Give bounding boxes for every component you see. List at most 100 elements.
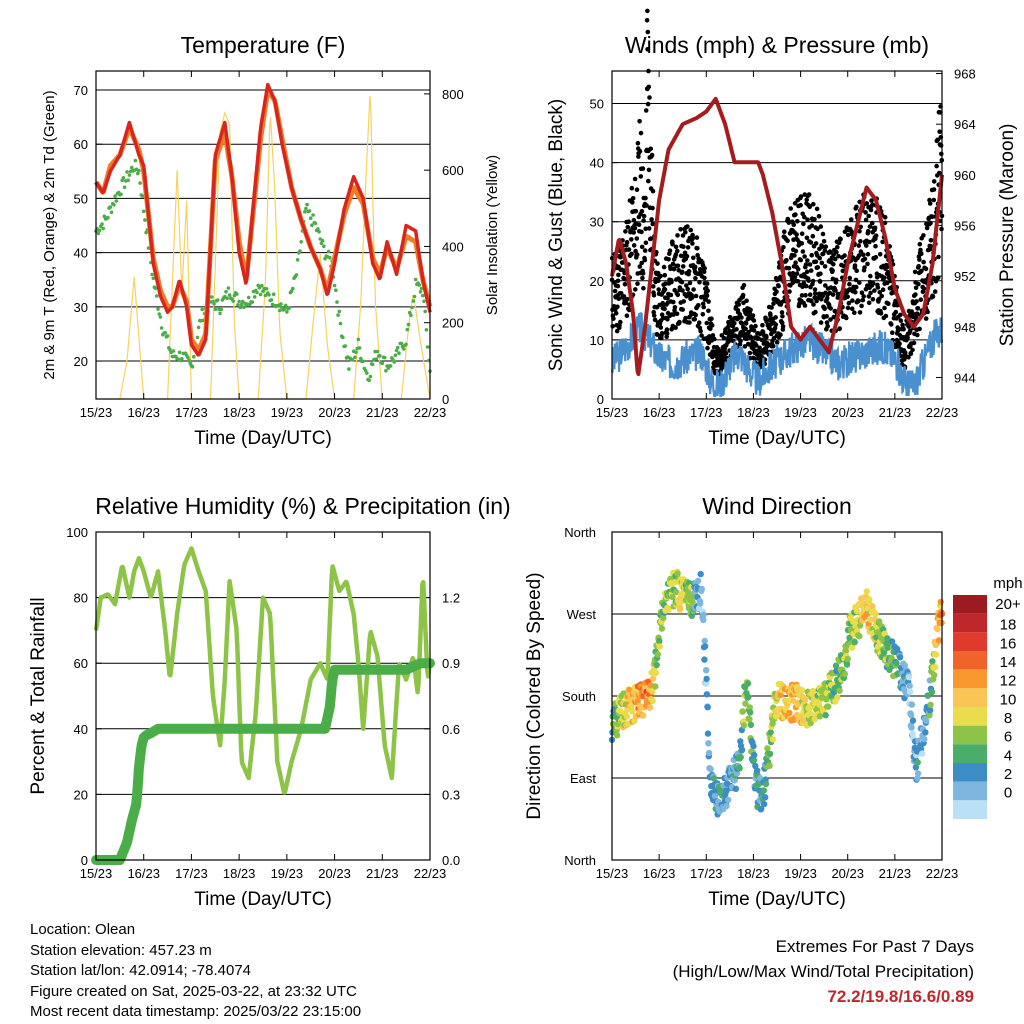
gust-point xyxy=(778,274,783,280)
gust-point xyxy=(925,309,930,315)
direction-point xyxy=(935,637,943,644)
colorbar-label: 8 xyxy=(1004,710,1012,727)
gust-point xyxy=(693,312,698,318)
gust-point xyxy=(684,283,689,288)
dewpoint-point xyxy=(405,327,410,332)
gust-point xyxy=(822,306,827,312)
colorbar-label: 20+ xyxy=(995,596,1021,613)
direction-point xyxy=(739,708,747,715)
gust-point xyxy=(897,341,902,347)
gust-point xyxy=(643,226,648,232)
gust-point xyxy=(622,282,628,287)
dewpoint-point xyxy=(130,165,134,170)
gust-point xyxy=(820,231,826,237)
direction-point xyxy=(825,703,832,710)
direction-point xyxy=(725,796,732,804)
gust-point xyxy=(845,232,851,238)
gust-point xyxy=(877,252,883,257)
dewpoint-point xyxy=(195,335,200,340)
gust-point xyxy=(639,260,644,266)
gust-point xyxy=(860,297,866,303)
gust-point xyxy=(669,279,674,285)
gust-point xyxy=(885,280,890,286)
direction-point xyxy=(766,762,773,769)
gust-point xyxy=(852,263,858,268)
gust-point xyxy=(810,278,816,284)
colorbar-label: 2 xyxy=(1004,766,1012,783)
wind-ytick-label: 20 xyxy=(590,274,604,289)
dewpoint-point xyxy=(341,335,345,340)
rh-ytick-label: 80 xyxy=(74,591,88,606)
gust-point xyxy=(667,248,673,253)
direction-point xyxy=(707,765,714,773)
dewpoint-point xyxy=(338,321,343,326)
dir-x-title: Time (Day/UTC) xyxy=(708,889,846,910)
gust-point xyxy=(849,217,854,222)
dewpoint-point xyxy=(380,361,385,366)
gust-point xyxy=(675,263,681,269)
dewpoint-point xyxy=(242,305,246,310)
dewpoint-point xyxy=(307,209,312,213)
direction-point xyxy=(872,611,879,618)
gust-point xyxy=(880,287,886,293)
gust-point xyxy=(701,304,706,310)
gust-point xyxy=(655,261,660,266)
gust-point xyxy=(931,187,937,192)
gust-point xyxy=(643,195,648,201)
gust-point xyxy=(868,273,873,279)
gust-point xyxy=(915,305,921,311)
dewpoint-point xyxy=(317,230,321,234)
dewpoint-point xyxy=(192,354,196,359)
gust-point xyxy=(794,271,800,276)
gust-point xyxy=(930,214,935,219)
extremes-box: Extremes For Past 7 Days (High/Low/Max W… xyxy=(673,934,974,1009)
gust-point xyxy=(781,245,786,250)
gust-point xyxy=(673,244,679,250)
dewpoint-point xyxy=(106,215,110,220)
direction-point xyxy=(649,675,657,682)
gust-point xyxy=(935,275,941,281)
gust-point xyxy=(787,289,792,294)
direction-point xyxy=(613,732,621,739)
gust-point xyxy=(732,321,737,326)
gust-point xyxy=(882,215,888,220)
dewpoint-point xyxy=(250,300,255,304)
gust-point xyxy=(798,194,804,199)
wind-y2tick-label: 968 xyxy=(954,67,976,82)
gust-point xyxy=(616,272,621,278)
direction-point xyxy=(906,682,913,690)
dewpoint-point xyxy=(153,286,158,291)
gust-point xyxy=(806,278,811,283)
gust-point xyxy=(842,253,847,258)
direction-point xyxy=(736,765,743,772)
gust-point xyxy=(680,264,686,269)
dewpoint-point xyxy=(136,171,140,176)
gust-point xyxy=(614,328,620,334)
gust-point xyxy=(924,225,930,231)
gust-point xyxy=(754,343,759,348)
dewpoint-point xyxy=(218,311,222,316)
wind-y2tick-label: 964 xyxy=(954,117,976,132)
gust-point xyxy=(692,317,697,322)
gust-point xyxy=(766,342,771,348)
dewpoint-point xyxy=(378,354,382,358)
gust-point xyxy=(747,350,753,356)
gust-point xyxy=(625,224,631,230)
direction-point xyxy=(705,749,713,757)
gust-point xyxy=(819,260,825,266)
gust-point xyxy=(878,311,884,316)
temp-xtick-label: 15/23 xyxy=(80,405,113,420)
gust-point xyxy=(630,200,635,205)
dewpoint-point xyxy=(393,353,398,358)
dir-xtick-label: 16/23 xyxy=(643,866,676,881)
gust-point xyxy=(773,322,779,327)
gust-point xyxy=(771,301,776,306)
gust-point xyxy=(753,323,758,329)
gust-point xyxy=(690,241,695,246)
wind-x-title: Time (Day/UTC) xyxy=(708,428,846,449)
gust-point xyxy=(836,253,841,259)
dewpoint-point xyxy=(158,315,163,319)
station-info: Location: Olean Station elevation: 457.2… xyxy=(30,920,361,1023)
gust-point xyxy=(791,222,796,227)
colorbar-swatch xyxy=(953,651,987,670)
